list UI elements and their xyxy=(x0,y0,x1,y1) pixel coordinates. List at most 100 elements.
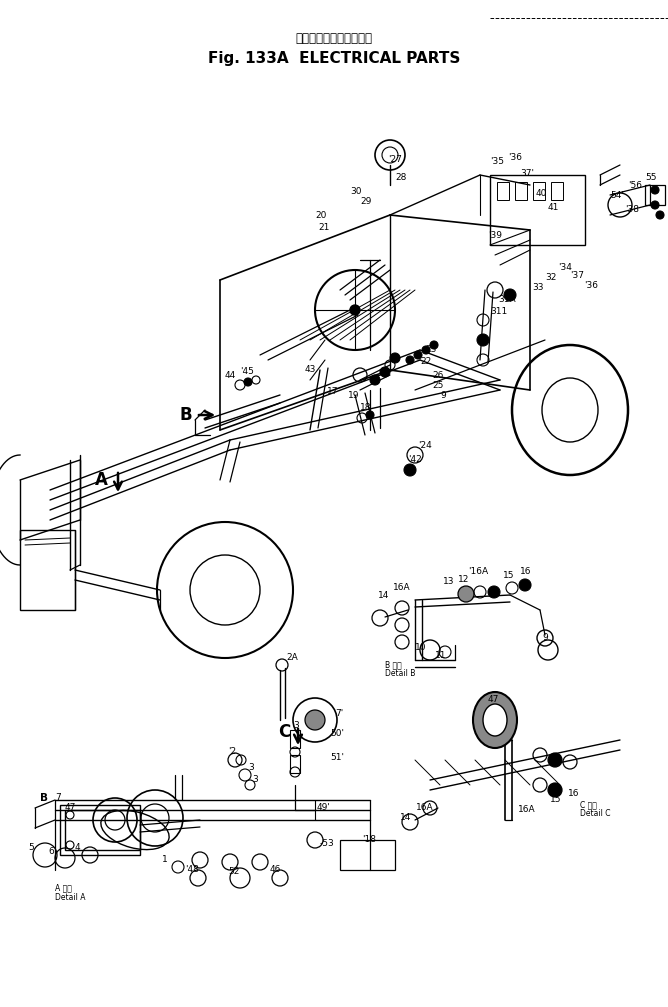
Text: 1: 1 xyxy=(162,856,168,864)
Text: A 詳細: A 詳細 xyxy=(55,883,72,892)
Text: 11: 11 xyxy=(435,651,446,660)
Bar xyxy=(20,530,75,610)
Text: B 詳細: B 詳細 xyxy=(385,661,401,670)
Text: '24: '24 xyxy=(418,440,432,449)
Text: 14: 14 xyxy=(378,590,389,599)
Text: 46: 46 xyxy=(270,865,281,874)
Text: 12: 12 xyxy=(458,575,470,584)
Text: '48: '48 xyxy=(185,865,199,874)
Text: 15: 15 xyxy=(550,796,562,805)
Text: 44: 44 xyxy=(225,371,236,380)
Text: Detail C: Detail C xyxy=(580,810,611,819)
Circle shape xyxy=(380,367,390,377)
Text: 17: 17 xyxy=(327,388,339,397)
Text: 15: 15 xyxy=(503,572,514,580)
Text: 2A: 2A xyxy=(286,654,298,663)
Circle shape xyxy=(488,586,500,598)
Text: 21: 21 xyxy=(318,224,329,233)
Text: 50': 50' xyxy=(330,728,344,737)
Circle shape xyxy=(656,211,664,219)
Text: 54': 54' xyxy=(610,190,624,199)
Text: 7': 7' xyxy=(335,709,343,718)
Text: 52: 52 xyxy=(228,867,239,876)
Circle shape xyxy=(390,353,400,363)
Text: 13: 13 xyxy=(443,577,454,586)
Bar xyxy=(490,175,585,245)
Text: 311: 311 xyxy=(490,307,507,316)
Text: '16A: '16A xyxy=(468,568,488,576)
Text: 16: 16 xyxy=(520,568,532,576)
Circle shape xyxy=(477,334,489,346)
Circle shape xyxy=(548,753,562,767)
Text: 23: 23 xyxy=(425,345,436,354)
Text: '2: '2 xyxy=(228,747,236,756)
Text: A: A xyxy=(95,471,108,489)
Text: 3: 3 xyxy=(293,721,299,730)
Text: 16A: 16A xyxy=(518,806,536,815)
Text: B: B xyxy=(40,793,48,803)
Text: '36: '36 xyxy=(508,153,522,162)
Bar xyxy=(290,730,300,748)
Circle shape xyxy=(504,289,516,301)
Circle shape xyxy=(350,305,360,315)
Text: 3: 3 xyxy=(252,775,258,784)
Text: 43: 43 xyxy=(305,366,317,375)
Text: 22: 22 xyxy=(420,357,432,367)
Text: 4: 4 xyxy=(75,844,81,853)
Circle shape xyxy=(422,346,430,354)
Text: 51': 51' xyxy=(330,753,344,762)
Text: 20: 20 xyxy=(315,210,327,220)
Text: 32: 32 xyxy=(545,274,556,283)
Circle shape xyxy=(370,375,380,385)
Text: 49': 49' xyxy=(317,804,331,813)
Text: C: C xyxy=(278,723,291,741)
Text: '45: '45 xyxy=(240,368,254,377)
Text: 47: 47 xyxy=(488,696,500,705)
Text: 16A: 16A xyxy=(416,804,434,813)
Text: 3: 3 xyxy=(248,763,254,772)
Text: '38: '38 xyxy=(625,205,639,214)
Text: 28: 28 xyxy=(395,173,406,182)
Bar xyxy=(551,182,563,200)
Text: 26: 26 xyxy=(432,371,444,380)
Text: 7: 7 xyxy=(55,794,61,803)
Text: Detail B: Detail B xyxy=(385,670,415,679)
Text: '36: '36 xyxy=(584,281,598,289)
Text: 9: 9 xyxy=(440,391,446,400)
Text: 37': 37' xyxy=(520,168,534,177)
Text: 25: 25 xyxy=(432,381,444,390)
Circle shape xyxy=(366,411,374,419)
Text: '18: '18 xyxy=(362,836,376,845)
Text: '56: '56 xyxy=(628,180,642,189)
Circle shape xyxy=(519,579,531,591)
Text: 18: 18 xyxy=(360,403,371,412)
Circle shape xyxy=(430,341,438,349)
Text: 10: 10 xyxy=(415,643,426,653)
Circle shape xyxy=(404,464,416,476)
Text: エレクトリカル　パーツ: エレクトリカル パーツ xyxy=(295,31,373,44)
Text: Detail A: Detail A xyxy=(55,892,86,901)
Text: 6: 6 xyxy=(48,848,53,857)
Text: 40: 40 xyxy=(536,188,547,197)
Text: 19: 19 xyxy=(348,391,359,400)
Bar xyxy=(497,182,509,200)
Ellipse shape xyxy=(473,692,517,748)
Text: 5: 5 xyxy=(28,844,34,853)
Text: '35: '35 xyxy=(490,157,504,166)
Text: B: B xyxy=(180,406,192,424)
Text: 55: 55 xyxy=(645,173,657,182)
Circle shape xyxy=(414,351,422,359)
Circle shape xyxy=(651,186,659,194)
Text: 47: 47 xyxy=(65,804,76,813)
Bar xyxy=(645,185,665,205)
Bar xyxy=(340,840,395,870)
Bar xyxy=(65,810,140,850)
Text: '39: '39 xyxy=(488,231,502,240)
Circle shape xyxy=(651,201,659,209)
Text: 9: 9 xyxy=(542,633,548,642)
Bar xyxy=(533,182,545,200)
Text: 16: 16 xyxy=(568,788,580,798)
Text: '37: '37 xyxy=(570,271,584,280)
Circle shape xyxy=(406,356,414,364)
Text: C 詳細: C 詳細 xyxy=(580,801,597,810)
